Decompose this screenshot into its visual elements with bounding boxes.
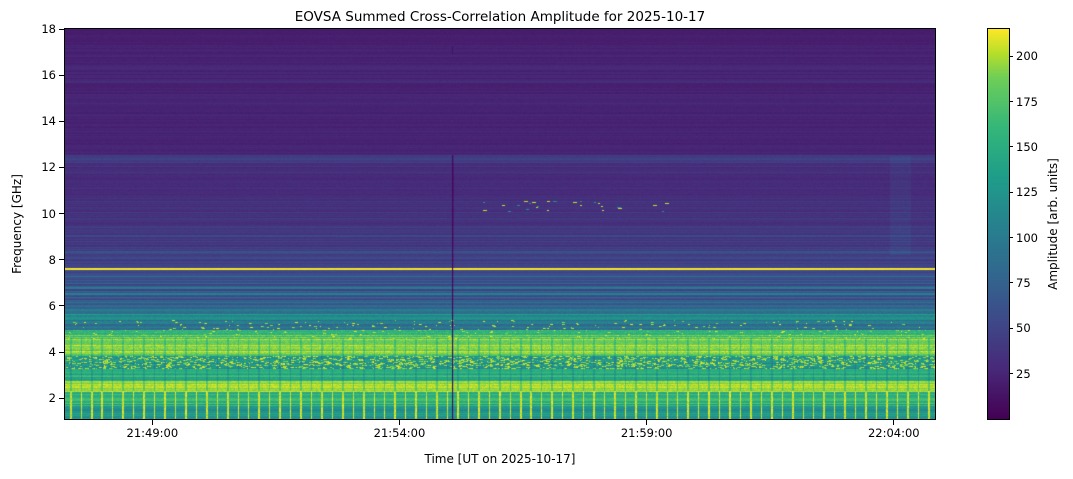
y-tick-mark: [59, 259, 64, 261]
y-tick-label: 10: [41, 206, 56, 221]
y-tick-mark: [59, 397, 64, 399]
colorbar-tick-label: 125: [1016, 185, 1038, 200]
y-tick-mark: [59, 166, 64, 168]
colorbar-tick-mark: [1009, 327, 1013, 329]
colorbar-tick-label: 150: [1016, 139, 1038, 154]
colorbar-tick-label: 25: [1016, 366, 1031, 381]
y-axis-label: Frequency [GHz]: [10, 174, 24, 274]
y-tick-mark: [59, 213, 64, 215]
colorbar-tick-label: 100: [1016, 230, 1038, 245]
y-tick-label: 6: [48, 298, 56, 313]
colorbar-tick-mark: [1009, 237, 1013, 239]
x-tick-label: 22:04:00: [867, 426, 920, 440]
y-tick-mark: [59, 120, 64, 122]
colorbar-canvas: [988, 29, 1009, 419]
y-tick-mark: [59, 305, 64, 307]
x-tick-mark: [398, 420, 400, 425]
plot-title: EOVSA Summed Cross-Correlation Amplitude…: [294, 9, 706, 25]
y-tick-mark: [59, 28, 64, 30]
y-tick-mark: [59, 74, 64, 76]
colorbar-label: Amplitude [arb. units]: [1046, 158, 1060, 290]
colorbar-tick-mark: [1009, 373, 1013, 375]
y-tick-label: 8: [48, 252, 56, 267]
x-tick-mark: [893, 420, 895, 425]
y-tick-label: 16: [41, 68, 56, 83]
x-tick-mark: [646, 420, 648, 425]
x-tick-label: 21:59:00: [620, 426, 673, 440]
colorbar-tick-mark: [1009, 282, 1013, 284]
colorbar-tick-label: 200: [1016, 49, 1038, 64]
x-tick-label: 21:54:00: [373, 426, 426, 440]
y-tick-mark: [59, 351, 64, 353]
colorbar-tick-mark: [1009, 55, 1013, 57]
colorbar-tick-label: 50: [1016, 321, 1031, 336]
colorbar-tick-label: 75: [1016, 275, 1031, 290]
y-tick-label: 12: [41, 160, 56, 175]
y-tick-label: 14: [41, 114, 56, 129]
x-axis-label: Time [UT on 2025-10-17]: [424, 452, 576, 466]
colorbar-tick-mark: [1009, 146, 1013, 148]
spectrogram-plot-area: [64, 28, 936, 420]
colorbar-tick-mark: [1009, 191, 1013, 193]
x-tick-mark: [151, 420, 153, 425]
y-tick-label: 4: [48, 345, 56, 360]
y-tick-label: 2: [48, 391, 56, 406]
colorbar-tick-mark: [1009, 101, 1013, 103]
y-tick-label: 18: [41, 22, 56, 36]
x-tick-label: 21:49:00: [126, 426, 179, 440]
colorbar-tick-label: 175: [1016, 94, 1038, 109]
spectrogram-canvas: [65, 29, 935, 419]
colorbar: [987, 28, 1010, 420]
